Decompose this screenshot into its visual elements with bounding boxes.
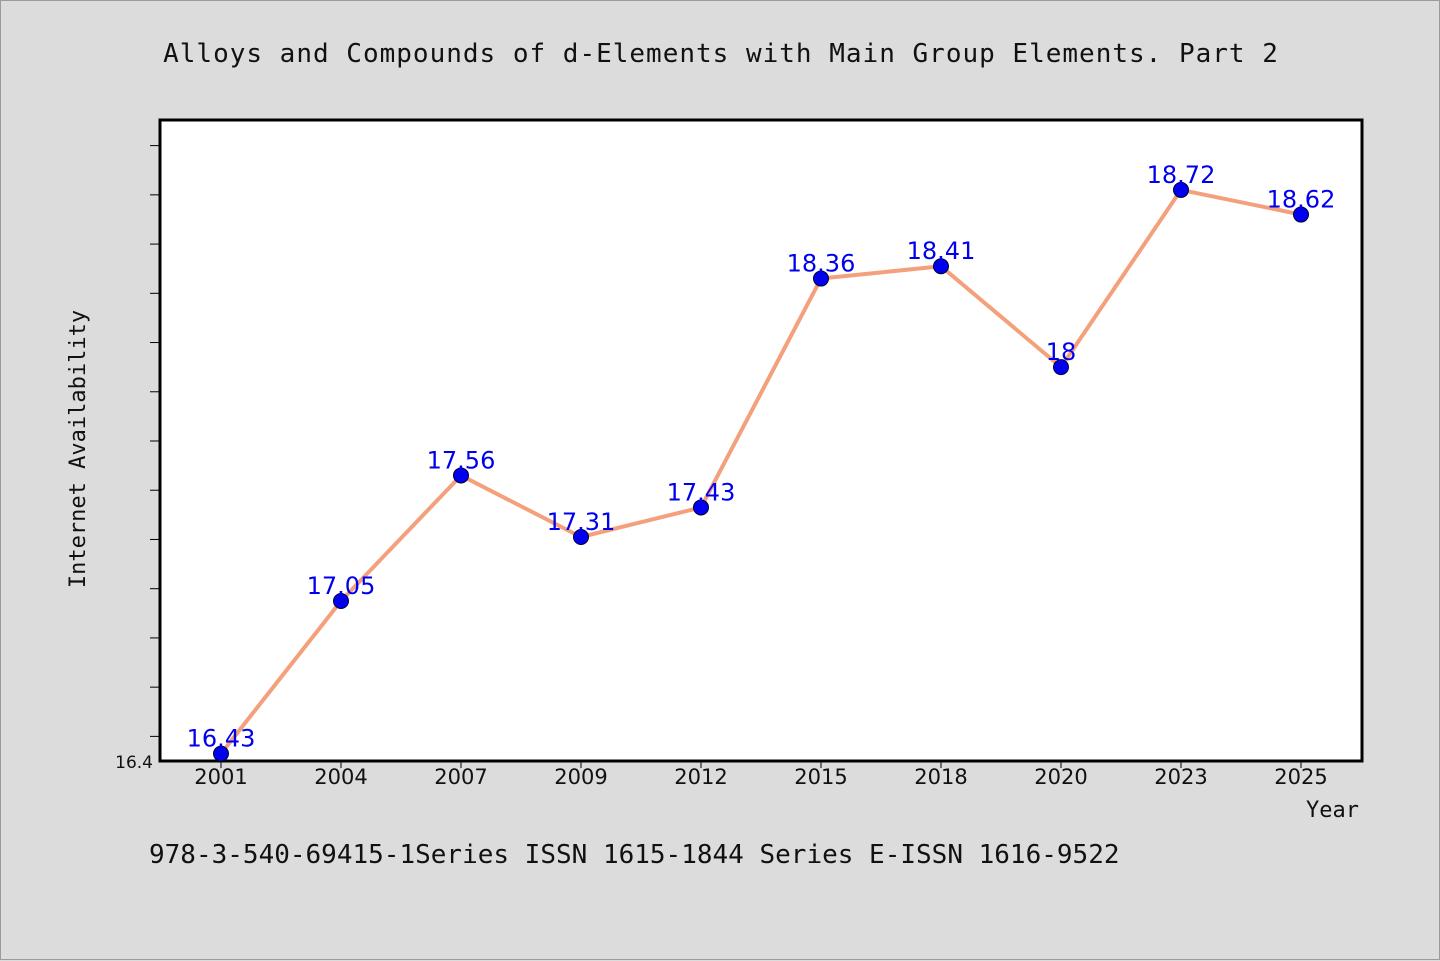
y-axis-ticks bbox=[150, 145, 161, 737]
y-tick-label: 16.4 bbox=[115, 753, 153, 773]
data-point bbox=[1173, 181, 1189, 198]
x-axis-label: Year bbox=[1306, 798, 1359, 823]
y-axis-label: Internet Availability bbox=[66, 310, 91, 588]
footer-isbn-text: 978-3-540-69415-1Series ISSN 1615-1844 S… bbox=[149, 840, 1120, 870]
series-line bbox=[219, 187, 1302, 755]
chart-title: Alloys and Compounds of d-Elements with … bbox=[163, 39, 1279, 69]
x-tick-label: 2009 bbox=[554, 765, 607, 789]
x-tick-label: 2015 bbox=[794, 765, 847, 789]
x-tick-label: 2023 bbox=[1154, 765, 1207, 789]
x-tick-label: 2012 bbox=[674, 765, 727, 789]
x-tick-label: 2007 bbox=[434, 765, 487, 789]
series-layer: 16.43 17.05 17.56 17.31 17.43 18.36 18.41 18 18.… bbox=[187, 161, 1336, 762]
data-label: 18 bbox=[1046, 338, 1077, 366]
x-tick-label: 2020 bbox=[1034, 765, 1087, 789]
data-label: 17.05 bbox=[307, 572, 376, 600]
x-tick-label: 2025 bbox=[1274, 765, 1327, 789]
data-label: 18.41 bbox=[907, 237, 976, 265]
x-axis: 2001 2004 2007 2009 2012 2015 2018 2020 2023 2025 bbox=[194, 761, 1328, 789]
plot-area bbox=[158, 118, 1364, 763]
data-point bbox=[453, 467, 469, 484]
data-point bbox=[333, 593, 349, 609]
data-point bbox=[1053, 359, 1069, 376]
data-point bbox=[813, 270, 829, 287]
data-label: 17.43 bbox=[667, 478, 736, 506]
data-point bbox=[1293, 206, 1309, 223]
data-label: 18.72 bbox=[1147, 161, 1216, 189]
x-tick-label: 2004 bbox=[314, 765, 367, 789]
x-tick-label: 2018 bbox=[914, 765, 967, 789]
data-label: 18.36 bbox=[787, 250, 856, 278]
data-point bbox=[213, 745, 229, 762]
data-point bbox=[933, 258, 949, 275]
data-label: 16.43 bbox=[187, 725, 256, 753]
data-point bbox=[573, 529, 589, 545]
data-point bbox=[693, 499, 709, 516]
data-label: 17.31 bbox=[547, 508, 616, 536]
data-label: 17.56 bbox=[427, 446, 496, 474]
x-tick-label: 2001 bbox=[194, 765, 247, 789]
data-label: 18.62 bbox=[1267, 186, 1336, 214]
